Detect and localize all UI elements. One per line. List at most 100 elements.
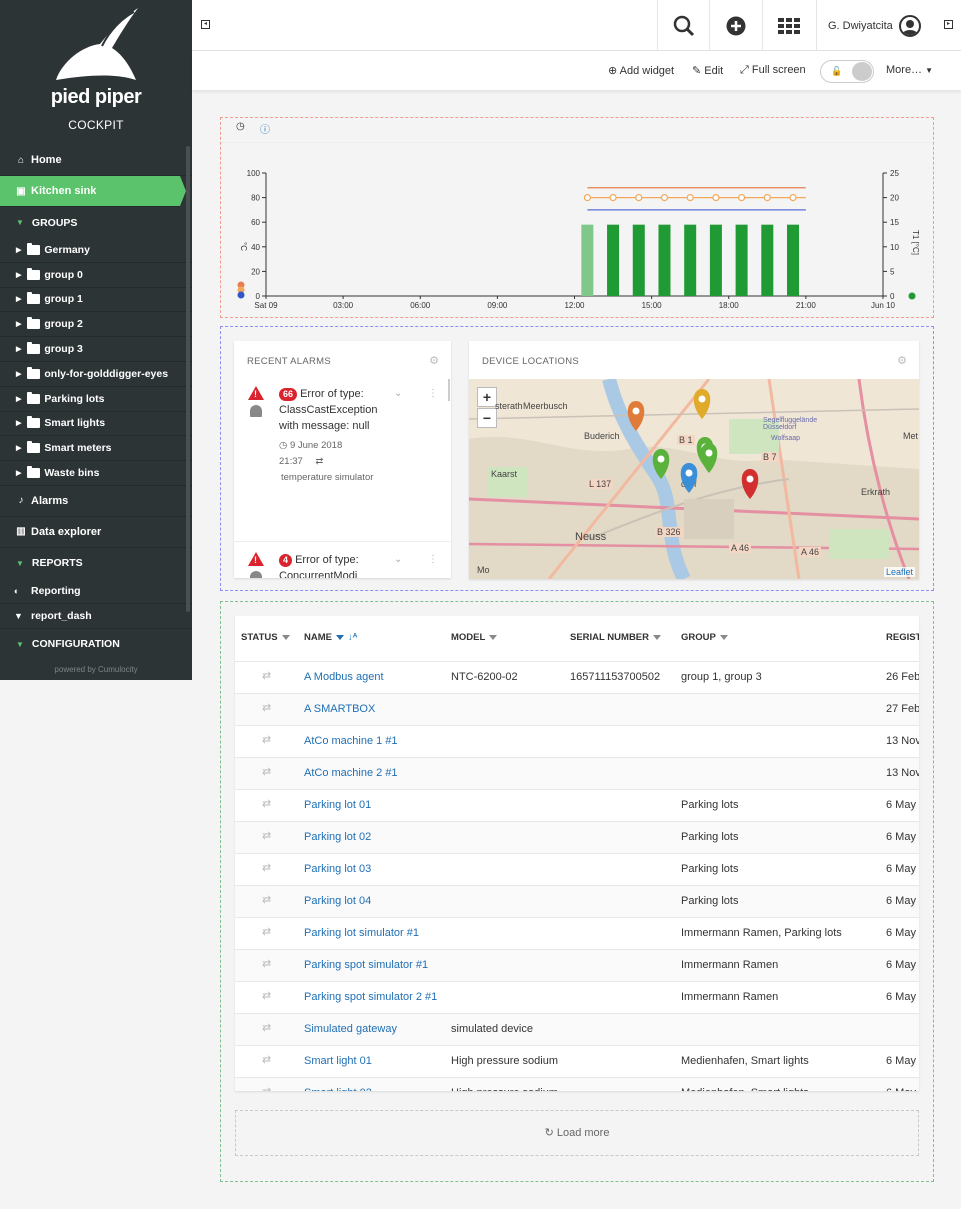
device-name-link[interactable]: Parking lot 02 [304, 831, 372, 843]
sort-ascending-icon[interactable]: ↓ᴬ [347, 632, 358, 643]
table-row[interactable]: ⇄ Simulated gateway simulated device [235, 1013, 919, 1045]
column-name[interactable]: NAME ↓ᴬ [304, 632, 358, 643]
sidebar-group-item[interactable]: ▶ group 1 [0, 288, 192, 313]
kebab-menu-icon[interactable]: ⋮ [428, 554, 438, 565]
table-row[interactable]: ⇄ Parking spot simulator 2 #1 Immermann Ra… [235, 981, 919, 1013]
collapse-sidebar-icon[interactable]: ◂ [201, 20, 210, 29]
right-drawer-icon[interactable]: ▸ [944, 20, 953, 29]
table-row[interactable]: ⇄ AtCo machine 1 #1 13 Nov [235, 725, 919, 757]
sidebar-group-item[interactable]: ▶ Smart meters [0, 436, 192, 462]
nav-section-groups[interactable]: ▼ GROUPS [16, 216, 78, 229]
filter-icon[interactable] [653, 634, 661, 640]
map-label: Meerbusch [523, 401, 568, 411]
filter-icon[interactable] [489, 634, 498, 640]
sidebar-scrollbar[interactable] [186, 146, 190, 612]
sidebar-group-item[interactable]: ▶ group 2 [0, 312, 192, 338]
alarms-scrollbar[interactable] [448, 379, 450, 401]
device-registration: 6 May [886, 799, 916, 811]
leaflet-attribution[interactable]: Leaflet [883, 567, 915, 577]
column-registration[interactable]: REGIST [886, 632, 919, 643]
device-name-link[interactable]: AtCo machine 2 #1 [304, 767, 398, 779]
table-row[interactable]: ⇄ A SMARTBOX 27 Feb [235, 693, 919, 725]
table-row[interactable]: ⇄ Smart light 02 High pressure sodium Medie… [235, 1077, 919, 1091]
edit-button[interactable]: ✎ Edit [692, 65, 724, 77]
gear-icon[interactable]: ⚙ [897, 355, 907, 367]
sidebar-group-item[interactable]: ▶ group 0 [0, 263, 192, 288]
device-name-link[interactable]: Parking lot simulator #1 [304, 927, 419, 939]
brand-name: pied piper [50, 86, 142, 108]
column-model[interactable]: MODEL [451, 632, 498, 643]
chevron-down-icon[interactable]: ⌄ [394, 554, 403, 565]
table-row[interactable]: ⇄ Parking lot 03 Parking lots 6 May [235, 853, 919, 885]
app-switcher-button[interactable] [762, 0, 814, 51]
column-status[interactable]: STATUS [241, 632, 290, 643]
table-row[interactable]: ⇄ Parking lot 04 Parking lots 6 May [235, 885, 919, 917]
nav-home[interactable]: ⌂ Home [0, 145, 192, 176]
add-button[interactable] [709, 0, 761, 51]
connection-status-icon: ⇄ [262, 1085, 271, 1091]
search-button[interactable] [657, 0, 709, 51]
device-map[interactable]: + − Meerbusch Buderich Kaarst Neuss Erkr… [469, 379, 919, 579]
filter-icon[interactable] [335, 634, 344, 640]
device-name-link[interactable]: Parking lot 01 [304, 799, 372, 811]
table-row[interactable]: ⇄ Smart light 01 High pressure sodium Medie… [235, 1045, 919, 1077]
device-name-link[interactable]: AtCo machine 1 #1 [304, 735, 398, 747]
nav-section-configuration[interactable]: ▼ CONFIGURATION [16, 638, 120, 651]
sidebar-group-item[interactable]: ▶ Smart lights [0, 412, 192, 437]
table-row[interactable]: ⇄ Parking lot 02 Parking lots 6 May [235, 821, 919, 853]
expand-icon: ⤢ [740, 64, 749, 76]
column-group[interactable]: GROUP [681, 632, 728, 643]
nav-data-explorer[interactable]: ▥ Data explorer [0, 517, 192, 548]
nav-kitchen-sink[interactable]: ▣ Kitchen sink [0, 176, 186, 207]
device-group: Parking lots [681, 831, 739, 843]
more-menu-button[interactable]: More… ▼ [886, 64, 934, 76]
chart-bar [735, 224, 748, 296]
table-row[interactable]: ⇄ A Modbus agent NTC-6200-02 16571115370050… [235, 661, 919, 693]
device-name-link[interactable]: Smart light 01 [304, 1055, 372, 1067]
zoom-out-button[interactable]: − [477, 408, 497, 428]
device-name-link[interactable]: A Modbus agent [304, 671, 384, 683]
load-more-button[interactable]: ↻ Load more [235, 1110, 919, 1156]
connection-status-icon: ⇄ [262, 670, 272, 682]
device-registration: 6 May [886, 991, 916, 1003]
device-name-link[interactable]: A SMARTBOX [304, 703, 376, 715]
device-locations-widget: DEVICE LOCATIONS ⚙ + − Meerbusch [469, 341, 919, 579]
sidebar-group-item[interactable]: ▶ Germany [0, 238, 192, 263]
help-icon[interactable]: ⓘ [260, 125, 270, 136]
user-menu[interactable]: G. Dwiyatcita [816, 0, 935, 51]
nav-section-reports[interactable]: ▼ REPORTS [16, 557, 83, 570]
nav-alarms[interactable]: ♪ Alarms [0, 486, 192, 517]
device-name-link[interactable]: Smart light 02 [304, 1087, 372, 1091]
device-name-link[interactable]: Parking spot simulator #1 [304, 959, 429, 971]
sidebar-group-item[interactable]: ▶ Waste bins [0, 461, 192, 486]
gear-icon[interactable]: ⚙ [429, 355, 439, 367]
table-row[interactable]: ⇄ Parking lot simulator #1 Immermann Ramen… [235, 917, 919, 949]
kebab-menu-icon[interactable]: ⋮ [428, 388, 438, 399]
chevron-down-icon[interactable]: ⌄ [394, 388, 403, 399]
sidebar-group-item[interactable]: ▶ only-for-golddigger-eyes [0, 362, 192, 387]
table-row[interactable]: ⇄ AtCo machine 2 #1 13 Nov [235, 757, 919, 789]
device-name-link[interactable]: Parking spot simulator 2 #1 [304, 991, 438, 1003]
table-row[interactable]: ⇄ Parking spot simulator #1 Immermann Rame… [235, 949, 919, 981]
brand-logo[interactable]: pied piper COCKPIT [0, 0, 192, 145]
lock-toggle[interactable]: 🔓 [820, 60, 874, 83]
table-row[interactable]: ⇄ Parking lot 01 Parking lots 6 May [235, 789, 919, 821]
sidebar-group-item[interactable]: ▶ Parking lots [0, 387, 192, 412]
filter-icon[interactable] [719, 634, 728, 640]
nav-report-dash[interactable]: ▼ report_dash [0, 604, 192, 629]
full-screen-button[interactable]: ⤢ Full screen [740, 64, 806, 76]
zoom-in-button[interactable]: + [477, 387, 497, 407]
device-name-link[interactable]: Parking lot 04 [304, 895, 372, 907]
nav-reporting[interactable]: ◐ Reporting [0, 579, 192, 604]
device-name-link[interactable]: Parking lot 03 [304, 863, 372, 875]
series-legend-dot [237, 291, 245, 299]
sidebar-group-item[interactable]: ▶ group 3 [0, 337, 192, 362]
folder-icon [27, 292, 41, 305]
alarm-message: 66 Error of type: ClassCastException wit… [279, 386, 377, 486]
map-marker-red [741, 469, 759, 499]
add-widget-button[interactable]: ⊕ Add widget [608, 65, 675, 77]
filter-icon[interactable] [281, 634, 290, 640]
clock-icon[interactable]: ◷ [236, 121, 245, 132]
device-name-link[interactable]: Simulated gateway [304, 1023, 397, 1035]
column-serial-number[interactable]: SERIAL NUMBER [570, 632, 661, 643]
